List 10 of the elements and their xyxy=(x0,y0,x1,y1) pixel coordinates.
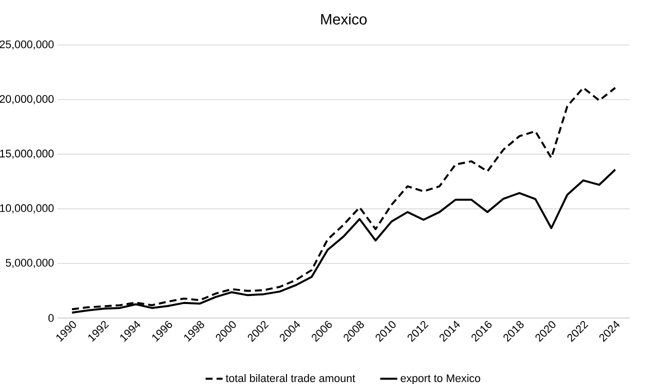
y-tick-label: 25,000,000 xyxy=(0,40,54,50)
y-tick-label: 0 xyxy=(48,314,54,322)
y-tick-label: 5,000,000 xyxy=(6,258,54,268)
line-series xyxy=(71,86,616,310)
y-tick-label: 10,000,000 xyxy=(0,204,54,214)
y-tick-label: 15,000,000 xyxy=(0,150,54,159)
chart-title: Mexico xyxy=(321,14,367,25)
legend-label: total bilateral trade amount xyxy=(226,374,356,382)
y-tick-label: 20,000,000 xyxy=(0,95,54,104)
legend-label: export to Mexico xyxy=(400,374,480,384)
